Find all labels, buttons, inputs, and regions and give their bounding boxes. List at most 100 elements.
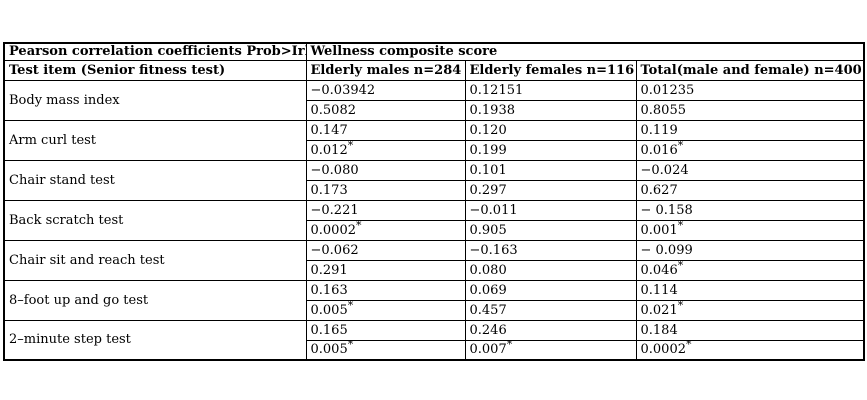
r-value-cell: 0.01235: [635, 79, 865, 101]
r-value-cell: 0.246: [464, 319, 637, 341]
p-value-cell: 0.173: [305, 179, 466, 201]
r-value-cell: − 0.099: [635, 239, 865, 261]
p-value-cell: 0.012*: [305, 139, 466, 161]
header-row-2: Test item (Senior fitness test) Elderly …: [3, 59, 865, 81]
significance-star: *: [677, 220, 684, 232]
r-value-cell: 0.165: [305, 319, 466, 341]
table-row-r: 2–minute step test 0.165 0.246 0.184: [3, 319, 865, 361]
p-value: 0.021: [640, 302, 678, 318]
p-value-cell: 0.080: [464, 259, 637, 281]
table-row-r: 8–foot up and go test 0.163 0.069 0.114: [3, 279, 865, 321]
p-value-cell: 0.627: [635, 179, 865, 201]
p-value: 0.0002: [640, 342, 687, 358]
p-value: 0.046: [640, 262, 678, 278]
p-value-cell: 0.5082: [305, 99, 466, 121]
p-value-cell: 0.0002*: [305, 219, 466, 241]
p-value: 0.8055: [640, 102, 687, 118]
test-label-body-mass-index: Body mass index: [3, 79, 307, 121]
correlation-table: Pearson correlation coefficients Prob>Ir…: [3, 42, 865, 361]
r-value-cell: 0.069: [464, 279, 637, 301]
significance-star: *: [677, 300, 684, 312]
p-value: 0.5082: [310, 102, 357, 118]
p-value: 0.005: [310, 302, 348, 318]
p-value: 0.291: [310, 262, 348, 278]
p-value-cell: 0.291: [305, 259, 466, 281]
r-value-cell: −0.062: [305, 239, 466, 261]
p-value: 0.905: [469, 222, 507, 238]
table-row-r: Arm curl test 0.147 0.120 0.119: [3, 119, 865, 161]
p-value-cell: 0.297: [464, 179, 637, 201]
test-label-2-minute-step: 2–minute step test: [3, 319, 307, 361]
p-value-cell: 0.001*: [635, 219, 865, 241]
r-value-cell: 0.184: [635, 319, 865, 341]
table-row-r: Chair sit and reach test −0.062 −0.163 −…: [3, 239, 865, 281]
column-header-elderly-males: Elderly males n=284: [305, 59, 466, 81]
p-value-cell: 0.016*: [635, 139, 865, 161]
p-value-cell: 0.457: [464, 299, 637, 321]
p-value: 0.627: [640, 182, 678, 198]
p-value-cell: 0.007*: [464, 339, 637, 361]
p-value: 0.080: [469, 262, 507, 278]
r-value-cell: 0.114: [635, 279, 865, 301]
test-label-chair-stand: Chair stand test: [3, 159, 307, 201]
significance-star: *: [677, 260, 684, 272]
p-value-cell: 0.021*: [635, 299, 865, 321]
table-row-p: 0.005* 0.007* 0.0002*: [4, 339, 865, 361]
header-row-1: Pearson correlation coefficients Prob>Ir…: [3, 42, 865, 61]
test-label-arm-curl: Arm curl test: [3, 119, 307, 161]
p-value: 0.001: [640, 222, 678, 238]
r-value-cell: −0.221: [305, 199, 466, 221]
r-value-cell: −0.03942: [305, 79, 466, 101]
test-label-back-scratch: Back scratch test: [3, 199, 307, 241]
test-label-8-foot-up-and-go: 8–foot up and go test: [3, 279, 307, 321]
p-value: 0.1938: [469, 102, 516, 118]
p-value-cell: 0.046*: [635, 259, 865, 281]
significance-star: *: [347, 300, 354, 312]
r-value-cell: −0.024: [635, 159, 865, 181]
p-value-cell: 0.8055: [635, 99, 865, 121]
test-label-chair-sit-reach: Chair sit and reach test: [3, 239, 307, 281]
significance-star: *: [347, 140, 354, 152]
p-value: 0.007: [469, 342, 507, 358]
column-header-test-item: Test item (Senior fitness test): [3, 59, 307, 81]
p-value: 0.297: [469, 182, 507, 198]
column-header-elderly-females: Elderly females n=116: [464, 59, 637, 81]
p-value-cell: 0.005*: [305, 299, 466, 321]
table-row-p: 0.005* 0.457 0.021*: [4, 299, 865, 321]
significance-star: *: [686, 340, 692, 352]
p-value: 0.199: [469, 142, 507, 158]
p-value: 0.016: [640, 142, 678, 158]
p-value-cell: 0.199: [464, 139, 637, 161]
significance-star: *: [356, 220, 362, 232]
table-row-p: 0.291 0.080 0.046*: [4, 259, 865, 281]
r-value-cell: −0.011: [464, 199, 637, 221]
table-row-r: Back scratch test −0.221 −0.011 − 0.158: [3, 199, 865, 241]
r-value-cell: 0.101: [464, 159, 637, 181]
r-value-cell: 0.147: [305, 119, 466, 141]
table-row-r: Body mass index −0.03942 0.12151 0.01235: [3, 79, 865, 121]
r-value-cell: 0.119: [635, 119, 865, 141]
r-value-cell: 0.120: [464, 119, 637, 141]
significance-star: *: [677, 140, 684, 152]
table-title-cell: Pearson correlation coefficients Prob>Ir…: [3, 42, 307, 61]
table-row-r: Chair stand test −0.080 0.101 −0.024: [3, 159, 865, 201]
r-value-cell: − 0.158: [635, 199, 865, 221]
group-header-wellness-score: Wellness composite score: [305, 42, 865, 61]
r-value-cell: 0.12151: [464, 79, 637, 101]
column-header-total: Total(male and female) n=400: [635, 59, 865, 81]
r-value-cell: −0.080: [305, 159, 466, 181]
p-value-cell: 0.1938: [464, 99, 637, 121]
significance-star: *: [506, 340, 513, 352]
significance-star: *: [347, 340, 354, 352]
p-value: 0.457: [469, 302, 507, 318]
p-value-cell: 0.905: [464, 219, 637, 241]
p-value-cell: 0.005*: [305, 339, 466, 361]
p-value-cell: 0.0002*: [635, 339, 865, 361]
p-value: 0.012: [310, 142, 348, 158]
r-value-cell: 0.163: [305, 279, 466, 301]
table-row-p: 0.0002* 0.905 0.001*: [4, 219, 865, 241]
p-value: 0.0002: [310, 222, 357, 238]
r-value-cell: −0.163: [464, 239, 637, 261]
p-value: 0.173: [310, 182, 348, 198]
